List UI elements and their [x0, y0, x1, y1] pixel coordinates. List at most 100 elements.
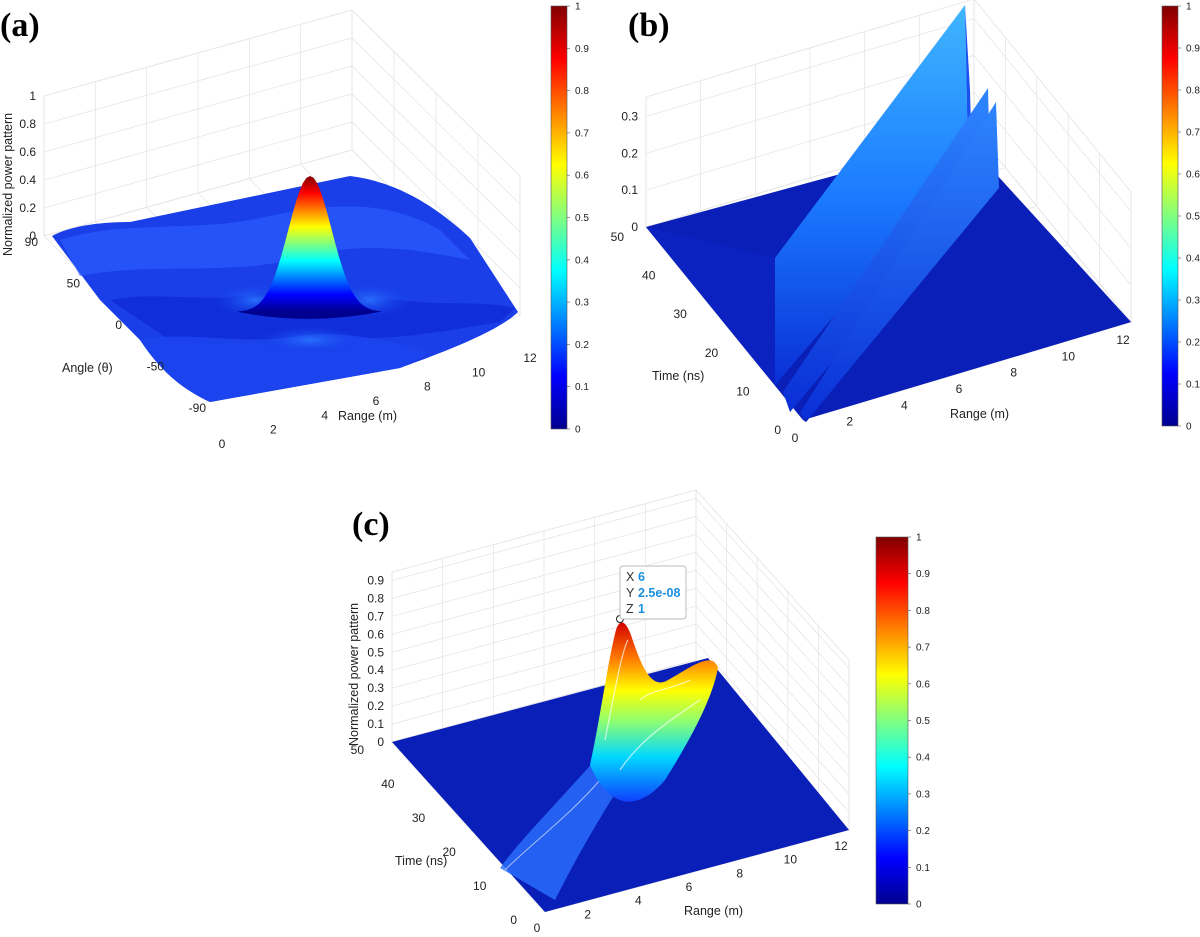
panel-c-datatip-z-value: 1	[638, 602, 645, 616]
panel-c-z-gridline	[391, 515, 850, 687]
panel-c-ticks: 00.10.20.30.40.50.60.70.80.9024681012010…	[351, 574, 848, 936]
panel-c-x-tick: 4	[635, 894, 642, 908]
panel-a-x-tick: 6	[373, 394, 380, 408]
panel-c-z-gridline	[391, 587, 850, 759]
panel-c-datatip-x-key: X	[626, 570, 635, 584]
panel-c-z-gridline	[391, 569, 850, 741]
panel-c-xlabel: Range (m)	[684, 904, 743, 918]
panel-b-x-tick: 4	[901, 398, 908, 412]
panel-a-colorbar-tick: 0.9	[575, 44, 589, 55]
panel-c-colorbar: 0 0.1 0.2 0.3 0.4 0.5 0.6 0.7 0.8 0.9 1	[875, 533, 930, 911]
panel-c-z-tick: 0.4	[367, 663, 384, 677]
panel-a-y-tick: -50	[147, 360, 165, 374]
panel-c-colorbar-tick: 0.7	[916, 643, 930, 654]
panel-a-xlabel: Range (m)	[338, 409, 397, 423]
panel-a-colorbar: 0 0.1 0.2 0.3 0.4 0.5 0.6 0.7 0.8 0.9 1	[550, 2, 589, 436]
panel-b-x-tick: 6	[956, 382, 963, 396]
panel-b-y-tick: 30	[673, 307, 687, 321]
panel-a-colorbar-tick: 0.6	[575, 171, 589, 182]
panel-c-colorbar-tick: 0.4	[916, 753, 930, 764]
panel-c-z-tick: 0.8	[367, 591, 384, 605]
panel-a-zlabel: Normalized power pattern	[1, 113, 15, 256]
panel-a-z-gridline	[43, 9, 521, 177]
panel-c-x-tick: 0	[534, 921, 541, 935]
panel-b-z-gridline	[645, 91, 1132, 286]
panel-a-y-tick: 90	[25, 235, 39, 249]
panel-c-z-gridline	[391, 533, 850, 705]
panel-b-x-tick: 10	[1062, 349, 1076, 363]
panel-a-z-tick: 1	[29, 89, 36, 103]
panel-b-z-tick: 0.2	[621, 146, 638, 160]
panel-c-y-tick: 10	[473, 879, 487, 893]
panel-c-datatip-y-key: Y	[626, 586, 635, 600]
panel-b-floor-left	[646, 227, 803, 420]
panel-c-letter: (c)	[352, 506, 390, 543]
panel-a-colorbar-tick: 0.8	[575, 86, 589, 97]
panel-c-z-gridline	[391, 623, 850, 795]
panel-a-z-gridline	[43, 65, 521, 233]
panel-c-x-tick: 10	[784, 853, 798, 867]
panel-a-z-gridline	[43, 37, 521, 205]
panel-c-colorbar-gradient	[875, 536, 909, 905]
panel-a-x-tick: 8	[424, 380, 431, 394]
panel-c-datatip-z-key: Z	[626, 602, 634, 616]
panel-c-y-tick: 0	[510, 913, 517, 927]
panel-c-y-tick: 20	[442, 845, 456, 859]
panel-a-y-tick: 0	[115, 318, 122, 332]
panel-b-z-tick: 0.3	[621, 110, 638, 124]
panel-b-ridge-mid	[783, 88, 990, 412]
panel-c-z-tick: 0.7	[367, 609, 384, 623]
panel-b-colorbar-tick: 0.8	[1186, 86, 1200, 97]
panel-c-x-tick: 2	[584, 907, 591, 921]
panel-b-letter: (b)	[628, 7, 670, 44]
panel-b-y-tick: 10	[736, 384, 750, 398]
panel-b-ridge-rear-face	[775, 5, 968, 385]
panel-b-colorbar-tick: 0.3	[1186, 296, 1200, 307]
panel-c-x-tick: 6	[686, 880, 693, 894]
panel-b-colorbar-tick: 0.9	[1186, 44, 1200, 55]
panel-c-z-tick: 0.3	[367, 681, 384, 695]
panel-b-y-tick: 0	[774, 423, 781, 437]
panel-b-x-tick: 8	[1010, 366, 1017, 380]
panel-a-main-lobe	[238, 176, 382, 319]
panel-a-z-tick: 0.4	[19, 173, 36, 187]
panel-b-colorbar-tick: 0	[1186, 422, 1192, 433]
panel-a-colorbar-gradient	[550, 5, 568, 430]
panel-a-colorbar-tick: 0.5	[575, 213, 589, 224]
panel-c-colorbar-tick: 0.8	[916, 606, 930, 617]
panel-c-datatip-x-value: 6	[638, 570, 645, 584]
panel-b-colorbar-tick: 0.6	[1186, 170, 1200, 181]
panel-c-y-tick: 30	[412, 811, 426, 825]
panel-c-colorbar-tick: 0.1	[916, 863, 930, 874]
panel-a-y-tick: -90	[189, 401, 207, 415]
panel-b-x-tick: 12	[1116, 333, 1130, 347]
panel-b-xlabel: Range (m)	[950, 407, 1009, 421]
panel-c-z-tick: 0.1	[367, 717, 384, 731]
panel-a-x-tick: 2	[270, 423, 277, 437]
panel-b-colorbar-tick: 0.1	[1186, 380, 1200, 391]
panel-c-datatip[interactable]: X 6 Y 2.5e-08 Z 1	[619, 565, 687, 620]
panel-a-colorbar-tick: 0.2	[575, 340, 589, 351]
panel-b-z-tick: 0.1	[621, 183, 638, 197]
panel-c-x-tick: 12	[834, 839, 848, 853]
panel-c-z-tick: 0.5	[367, 645, 384, 659]
panel-a-surface-lobe-front	[255, 326, 365, 354]
panel-a-surface-ripple-3	[140, 334, 430, 402]
panel-c: (c) X 6 Y 2.5e-08 Z 1 0 0.1 0.2 0.3 0.4 0.5 0.…	[347, 488, 930, 936]
panel-b-z-gridline	[645, 54, 1132, 249]
panel-a-x-tick: 0	[219, 437, 226, 451]
panel-a-x-tick: 4	[321, 408, 328, 422]
panel-c-z-gridline	[391, 498, 850, 669]
panel-b-colorbar-tick: 0.4	[1186, 254, 1200, 265]
panel-c-trail	[500, 755, 640, 900]
panel-c-colorbar-tick: 0.3	[916, 789, 930, 800]
panel-c-z-gridline	[391, 641, 850, 813]
panel-c-ylabel: Time (ns)	[395, 854, 447, 868]
panel-a-ylabel: Angle (θ)	[62, 361, 113, 375]
panel-a-surface-ripple-1	[60, 206, 470, 276]
panel-a-colorbar-tick: 0.4	[575, 255, 589, 266]
panel-c-main-peak	[590, 622, 718, 802]
